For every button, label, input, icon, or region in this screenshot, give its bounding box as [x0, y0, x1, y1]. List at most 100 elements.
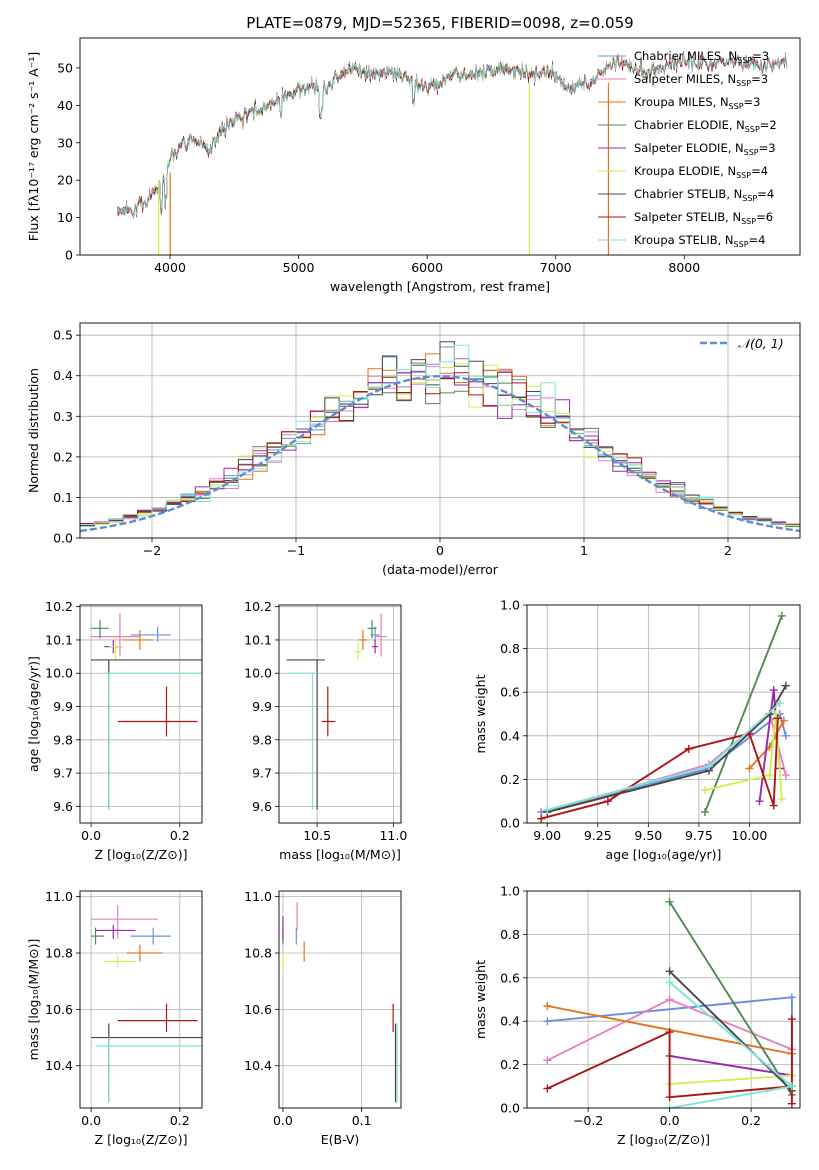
histogram-kroupa_stelib: [80, 344, 800, 526]
age_weight-axes: 9.00 9.25 9.50 9.75 10.00 0.0 0.2 0.4 0.6 0.8 1.0 a…: [473, 598, 800, 862]
x-tick-label: 6000: [411, 260, 443, 275]
series-marker-salpeter_miles: [781, 771, 790, 780]
y-tick-label: 0.3: [53, 409, 73, 424]
y-tick-label: 0.0: [500, 816, 520, 831]
ebv_mass-axes: 0.0 0.1 10.4 10.6 10.8 11.0 E(B-V): [244, 889, 401, 1147]
series-marker-salpeter_stelib: [684, 744, 693, 753]
y-tick-label: 9.8: [252, 732, 272, 747]
x-tick-label: 9.75: [685, 828, 713, 843]
legend-label-main: Salpeter ELODIE, N: [634, 141, 744, 155]
normal-legend-label: 𝒩(0, 1): [738, 336, 784, 351]
x-tick-label: 0.2: [170, 828, 190, 843]
point-kroupa_miles: [358, 629, 368, 650]
legend-label-tail: =4: [757, 187, 774, 201]
x-tick-label: 4000: [154, 260, 186, 275]
y-axis-label: mass weight: [473, 960, 488, 1039]
y-tick-label: 9.9: [252, 699, 272, 714]
legend-label-sub: SSP: [736, 171, 751, 180]
z_mass-axes: 0.0 0.2 10.4 10.6 10.8 11.0 Z [log₁₀(Z/Z⊙)] mas…: [26, 889, 202, 1147]
series-marker-chabrier_elodie: [777, 611, 786, 620]
y-tick-label: 9.8: [53, 732, 73, 747]
legend-label-tail: =3: [744, 95, 761, 109]
point-kroupa_miles: [122, 629, 154, 650]
x-tick-label: 0.0: [660, 1113, 680, 1128]
y-tick-label: 50: [57, 60, 73, 75]
series-marker-salpeter_stelib: [773, 714, 782, 723]
y-tick-label: 10.6: [45, 1002, 73, 1017]
series-marker-salpeter_stelib: [787, 1099, 796, 1108]
x-tick-label: −0.2: [573, 1113, 603, 1128]
y-tick-label: 1.0: [500, 598, 520, 613]
x-tick-label: 0.0: [273, 1113, 293, 1128]
y-axis-label: mass weight: [473, 674, 488, 753]
y-axis-label: Flux [fλ10⁻¹⁷ erg cm⁻² s⁻¹ A⁻¹]: [26, 52, 41, 241]
residuals-axes: −2 −1 0 1 2 0.0 0.1 0.2 0.3 0.4 0.5 (data-model)/er…: [26, 323, 800, 577]
point-salpeter_elodie: [372, 639, 379, 654]
series-marker-kroupa_stelib: [775, 699, 784, 708]
y-tick-label: 0.6: [500, 970, 520, 985]
y-axis-label: age [log₁₀(age/yr)]: [26, 656, 41, 772]
point-salpeter_stelib: [117, 686, 198, 737]
point-chabrier_miles: [131, 626, 171, 642]
y-tick-label: 10.8: [244, 946, 272, 961]
series-line-salpeter_elodie: [669, 1054, 793, 1077]
legend-label-sub: SSP: [729, 102, 744, 111]
z_age-points: [91, 613, 202, 810]
x-tick-label: −2: [143, 543, 161, 558]
spectrum-line-salpeter_stelib: [117, 52, 788, 217]
point-salpeter_elodie: [95, 924, 136, 939]
legend-label-sub: SSP: [742, 194, 757, 203]
ebv_mass-frame: [278, 890, 402, 1109]
legend-label: Kroupa MILES, NSSP=3: [634, 95, 760, 111]
y-tick-label: 0.1: [53, 490, 73, 505]
x-tick-label: 0.0: [81, 1113, 101, 1128]
point-kroupa_elodie: [108, 636, 123, 660]
y-tick-label: 10.0: [45, 666, 73, 681]
point-kroupa_miles: [126, 944, 163, 962]
point-salpeter_stelib: [117, 1003, 198, 1032]
legend-label: Chabrier MILES, NSSP=3: [634, 49, 769, 65]
series-marker-chabrier_miles: [781, 731, 790, 740]
series-marker-kroupa_stelib: [787, 1082, 796, 1091]
x-tick-label: 11.0: [379, 828, 407, 843]
point-chabrier_stelib: [91, 1023, 202, 1103]
x-axis-label: wavelength [Angstrom, rest frame]: [330, 279, 550, 294]
x-tick-label: 5000: [283, 260, 315, 275]
series-marker-salpeter_stelib: [603, 797, 612, 806]
y-tick-label: 9.7: [53, 766, 73, 781]
legend-label: Salpeter MILES, NSSP=3: [634, 72, 768, 88]
series-marker-salpeter_elodie: [755, 797, 764, 806]
y-tick-label: 9.7: [252, 766, 272, 781]
x-tick-label: −1: [287, 543, 305, 558]
legend-label-tail: =3: [752, 49, 769, 63]
legend-label-tail: =4: [751, 164, 768, 178]
z_weight-frame: [526, 890, 801, 1109]
series-line-kroupa_elodie: [669, 1074, 792, 1086]
legend-label: Kroupa ELODIE, NSSP=4: [634, 164, 768, 180]
y-tick-label: 9.9: [53, 699, 73, 714]
legend-label-sub: SSP: [737, 56, 752, 65]
y-tick-label: 9.6: [53, 799, 73, 814]
x-axis-label: E(B-V): [321, 1132, 360, 1147]
legend-label-tail: =3: [759, 141, 776, 155]
legend-label-main: Kroupa MILES, N: [634, 95, 729, 109]
legend-label-sub: SSP: [745, 125, 760, 134]
legend-label-main: Chabrier ELODIE, N: [634, 118, 745, 132]
x-tick-label: 0.0: [81, 828, 101, 843]
y-tick-label: 0.4: [53, 368, 73, 383]
legend-label-main: Chabrier MILES, N: [634, 49, 737, 63]
y-tick-label: 10.0: [244, 666, 272, 681]
legend-label-main: Salpeter MILES, N: [634, 72, 736, 86]
series-line-kroupa_stelib: [546, 702, 781, 811]
y-tick-label: 10: [57, 210, 73, 225]
normal-curve: [80, 374, 800, 533]
x-axis-label: Z [log₁₀(Z/Z⊙)]: [95, 1132, 188, 1147]
legend-label: Salpeter ELODIE, NSSP=3: [634, 141, 776, 157]
series-marker-salpeter_stelib: [665, 1093, 674, 1102]
x-axis-label: Z [log₁₀(Z/Z⊙)]: [95, 847, 188, 862]
y-tick-label: 40: [57, 98, 73, 113]
legend-label-sub: SSP: [744, 148, 759, 157]
point-kroupa_stelib: [286, 672, 318, 810]
